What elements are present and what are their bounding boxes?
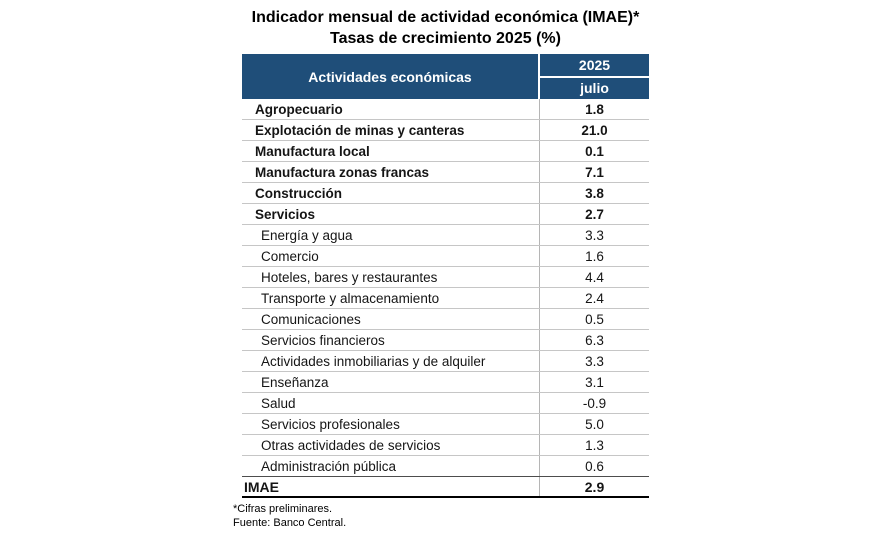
row-value: 3.3 (585, 227, 604, 243)
table-row: Energía y agua 3.3 (242, 225, 649, 246)
row-label: Agropecuario (242, 99, 540, 119)
row-label: Manufactura local (242, 141, 540, 161)
row-value: -0.9 (582, 395, 607, 411)
row-value: 3.1 (585, 374, 604, 390)
row-value: 3.3 (585, 353, 604, 369)
row-label: Servicios profesionales (242, 414, 540, 434)
table-row: Manufactura local 0.1 (242, 141, 649, 162)
table-row: Otras actividades de servicios 1.3 (242, 435, 649, 456)
row-label: Servicios financieros (242, 330, 540, 350)
row-value: 21.0 (581, 122, 608, 138)
row-label: Comercio (242, 246, 540, 266)
row-value: 1.3 (585, 437, 604, 453)
table-row: Actividades inmobiliarias y de alquiler … (242, 351, 649, 372)
footnotes: *Cifras preliminares. Fuente: Banco Cent… (233, 502, 649, 530)
table-row: Servicios 2.7 (242, 204, 649, 225)
row-label: Administración pública (242, 456, 540, 476)
row-label: Comunicaciones (242, 309, 540, 329)
row-value: 6.3 (585, 332, 604, 348)
row-value: 1.6 (585, 248, 604, 264)
row-label: Servicios (242, 204, 540, 224)
table-row: Servicios profesionales 5.0 (242, 414, 649, 435)
table-row: Administración pública 0.6 (242, 456, 649, 477)
content-block: Indicador mensual de actividad económica… (233, 7, 649, 530)
row-label: Otras actividades de servicios (242, 435, 540, 455)
row-label: Manufactura zonas francas (242, 162, 540, 182)
table-row: Enseñanza 3.1 (242, 372, 649, 393)
row-value: 2.4 (585, 290, 604, 306)
row-label: Transporte y almacenamiento (242, 288, 540, 308)
row-value: 1.8 (585, 101, 604, 117)
row-value: 0.5 (585, 311, 604, 327)
row-label: Explotación de minas y canteras (242, 120, 540, 140)
chart-subtitle: Tasas de crecimiento 2025 (%) (330, 30, 561, 47)
header-month: julio (580, 80, 609, 97)
row-value: 2.7 (585, 206, 604, 222)
row-value: 4.4 (585, 269, 604, 285)
header-period-column: 2025 julio (540, 54, 649, 99)
chart-title: Indicador mensual de actividad económica… (251, 9, 640, 26)
row-value: 0.6 (585, 458, 604, 474)
footnote-source: Fuente: Banco Central. (233, 517, 347, 529)
row-value: 2.9 (584, 478, 605, 495)
footnote-preliminary: *Cifras preliminares. (233, 503, 333, 515)
table-row: IMAE 2.9 (242, 476, 649, 498)
table-body: Agropecuario 1.8 Explotación de minas y … (242, 99, 649, 498)
header-year: 2025 (540, 54, 649, 78)
row-label: Salud (242, 393, 540, 413)
table-row: Hoteles, bares y restaurantes 4.4 (242, 267, 649, 288)
row-label: Energía y agua (242, 225, 540, 245)
row-label: Construcción (242, 183, 540, 203)
row-label: Actividades inmobiliarias y de alquiler (242, 351, 540, 371)
table-row: Construcción 3.8 (242, 183, 649, 204)
row-value: 5.0 (585, 416, 604, 432)
table-row: Servicios financieros 6.3 (242, 330, 649, 351)
row-label: IMAE (242, 477, 540, 496)
table-row: Explotación de minas y canteras 21.0 (242, 120, 649, 141)
table-row: Agropecuario 1.8 (242, 99, 649, 120)
table-row: Comunicaciones 0.5 (242, 309, 649, 330)
row-value: 3.8 (585, 185, 604, 201)
table-header: Actividades económicas 2025 julio (242, 54, 649, 99)
row-value: 7.1 (585, 164, 604, 180)
row-label: Hoteles, bares y restaurantes (242, 267, 540, 287)
table-row: Comercio 1.6 (242, 246, 649, 267)
header-activities-label: Actividades económicas (242, 54, 540, 99)
table-row: Manufactura zonas francas 7.1 (242, 162, 649, 183)
table-row: Salud -0.9 (242, 393, 649, 414)
table-row: Transporte y almacenamiento 2.4 (242, 288, 649, 309)
row-value: 0.1 (585, 143, 604, 159)
row-label: Enseñanza (242, 372, 540, 392)
